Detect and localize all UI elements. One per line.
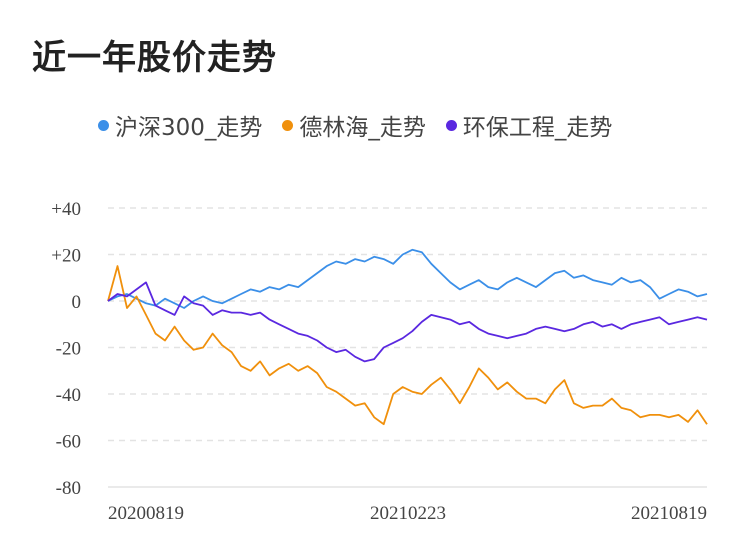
legend-item-hs300[interactable]: 沪深300_走势 [98, 108, 262, 142]
legend-dot-icon [282, 119, 294, 131]
y-tick-label: +20 [51, 246, 81, 267]
y-tick-label: -40 [56, 385, 81, 406]
series-line-1 [107, 265, 708, 426]
chart-title: 近一年股价走势 [32, 38, 277, 78]
legend-label-delinhai: 德林海_走势 [299, 115, 426, 141]
y-tick-label: +40 [51, 199, 81, 220]
legend-dot-icon [98, 119, 109, 131]
legend-item-delinhai[interactable]: 德林海_走势 [282, 108, 426, 142]
legend-item-huanbao[interactable]: 环保工程_走势 [445, 108, 613, 142]
legend-dot-icon [445, 119, 457, 131]
series-line-0 [107, 248, 708, 309]
x-tick-label: 20210223 [370, 503, 446, 524]
x-tick-label: 20200819 [108, 503, 184, 524]
legend: 沪深300_走势 德林海_走势 环保工程_走势 [98, 108, 632, 142]
y-tick-label: 0 [72, 292, 82, 313]
x-tick-label: 20210819 [631, 503, 707, 524]
series-line-2 [107, 281, 708, 363]
y-tick-label: -60 [56, 432, 81, 453]
y-tick-label: -20 [56, 339, 81, 360]
y-tick-label: -80 [56, 478, 81, 499]
legend-label-hs300: 沪深300_走势 [115, 115, 263, 141]
legend-label-huanbao: 环保工程_走势 [462, 115, 613, 141]
